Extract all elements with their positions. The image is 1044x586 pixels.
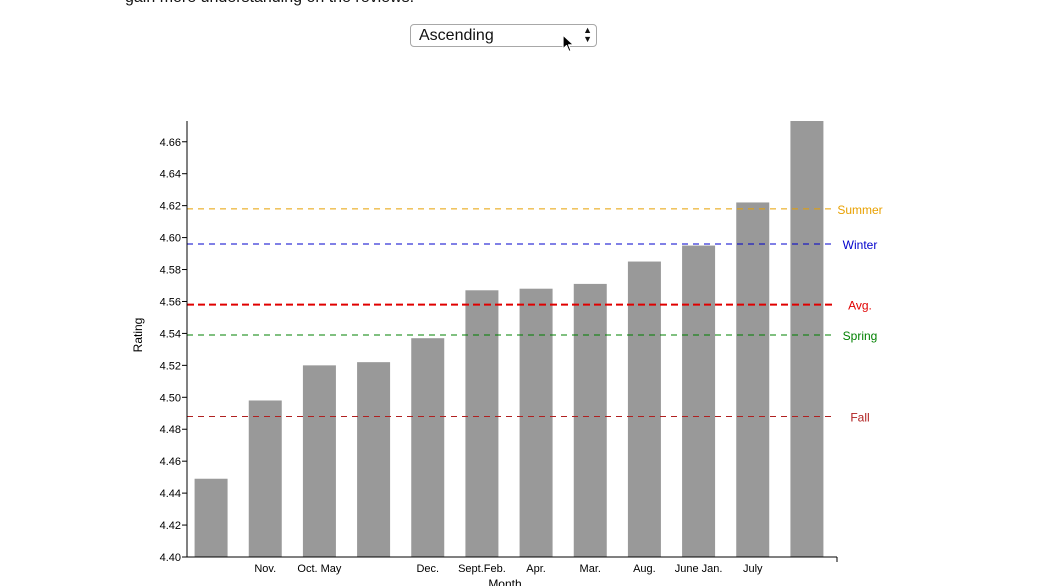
x-tick-label: June Jan.: [675, 563, 723, 575]
y-tick-label: 4.60: [160, 233, 181, 245]
y-tick-label: 4.42: [160, 520, 181, 532]
bar: [627, 261, 661, 557]
reference-label-avg: Avg.: [848, 299, 872, 313]
x-tick-label: Apr.: [526, 563, 546, 575]
y-tick-label: 4.58: [160, 265, 181, 277]
y-tick-label: 4.56: [160, 296, 181, 308]
sort-order-value: Ascending: [419, 27, 494, 44]
x-tick-label: Dec.: [416, 563, 439, 575]
bar: [411, 338, 445, 557]
y-tick-label: 4.44: [160, 488, 181, 500]
bar: [194, 478, 228, 557]
bar: [465, 290, 499, 557]
bar: [736, 202, 770, 557]
y-tick-label: 4.52: [160, 360, 181, 372]
bar: [790, 121, 824, 557]
bar: [519, 288, 553, 557]
y-tick-label: 4.62: [160, 201, 181, 213]
x-axis-label: Month: [488, 577, 521, 586]
x-tick-label: Nov.: [254, 563, 276, 575]
x-tick-label: Oct. May: [297, 563, 342, 575]
mouse-pointer-icon: [562, 34, 575, 53]
y-tick-label: 4.48: [160, 424, 181, 436]
y-axis-label: Rating: [131, 318, 145, 353]
x-tick-label: Mar.: [580, 563, 601, 575]
y-tick-label: 4.64: [160, 169, 181, 181]
x-tick-label: July: [743, 563, 763, 575]
bar: [248, 400, 282, 557]
chevron-updown-icon: ▲ ▼: [583, 25, 592, 44]
y-tick-label: 4.66: [160, 137, 181, 149]
reference-label-spring: Spring: [843, 329, 878, 343]
bar: [573, 283, 607, 557]
reference-label-fall: Fall: [850, 410, 869, 424]
y-tick-label: 4.54: [160, 328, 181, 340]
reference-label-summer: Summer: [837, 203, 882, 217]
y-tick-label: 4.50: [160, 392, 181, 404]
sort-order-select[interactable]: Ascending ▲ ▼: [410, 24, 597, 47]
reference-label-winter: Winter: [843, 238, 878, 252]
y-tick-label: 4.46: [160, 456, 181, 468]
y-tick-label: 4.40: [160, 552, 181, 564]
bar: [302, 365, 336, 557]
bar: [682, 245, 716, 558]
bar: [357, 362, 391, 557]
x-tick-label: Aug.: [633, 563, 656, 575]
intro-text: gain more understanding on the reviews.: [125, 0, 414, 8]
x-tick-label: Sept.Feb.: [458, 563, 506, 575]
